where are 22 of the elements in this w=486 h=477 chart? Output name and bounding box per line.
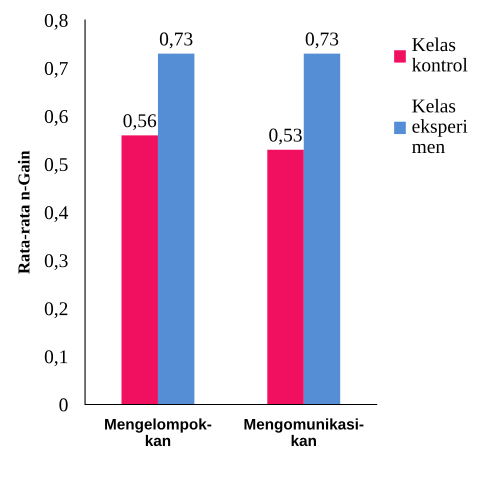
x-tick-label: Mengelompok- kan — [105, 418, 212, 446]
bar — [122, 135, 158, 404]
bar — [158, 54, 194, 404]
legend-label: Kelas kontrol — [412, 38, 468, 72]
y-tick-label: 0,2 — [44, 302, 68, 318]
y-tick-label: 0,5 — [44, 158, 68, 174]
y-tick-label: 0,1 — [44, 350, 68, 366]
x-tick-label: Mengomunikasi- kan — [244, 418, 364, 446]
y-tick-label: 0,4 — [44, 206, 68, 222]
y-tick-label: 0,7 — [44, 62, 68, 78]
y-axis-title: Rata-rata n-Gain — [18, 150, 30, 274]
y-tick-label: 0,6 — [44, 110, 68, 126]
y-tick-label: 0,3 — [44, 254, 68, 270]
y-tick-label: 0 — [59, 398, 68, 412]
legend-label: Kelas eksperi men — [412, 98, 468, 154]
bar — [304, 54, 340, 404]
data-label: 0,56 — [123, 114, 156, 130]
data-label: 0,53 — [269, 128, 302, 144]
y-tick-label: 0,8 — [44, 14, 68, 30]
bar — [267, 150, 304, 404]
data-label: 0,73 — [306, 32, 338, 48]
data-label: 0,73 — [160, 32, 192, 48]
